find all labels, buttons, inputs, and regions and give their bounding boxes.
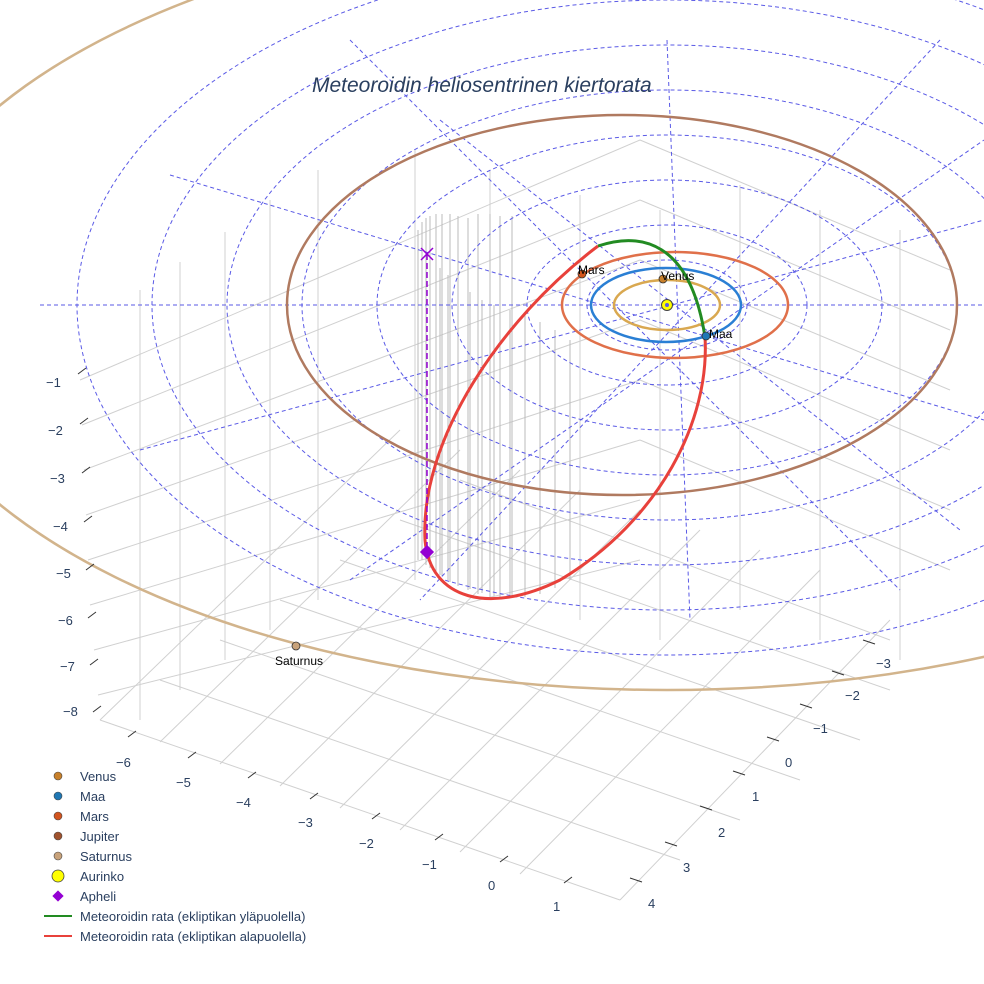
z-tick: −1: [46, 375, 61, 390]
aphelion-projection-x-icon: [420, 247, 434, 261]
apheli-diamond-icon: [52, 890, 64, 902]
mars-label: Mars: [578, 263, 605, 277]
y-tick: −1: [813, 721, 828, 736]
planet-orbits: [0, 0, 984, 692]
green-line-icon: [44, 915, 72, 917]
saturnus-dot-icon: [53, 851, 63, 861]
chart-title: Meteoroidin heliosentrinen kiertorata: [312, 74, 652, 97]
x-tick: −3: [298, 815, 313, 830]
maa-dot-icon: [53, 791, 63, 801]
x-tick: −1: [422, 857, 437, 872]
maa-label: Maa: [709, 327, 733, 341]
aurinko-dot-icon: [51, 869, 65, 883]
jupiter-orbit: [285, 113, 959, 497]
x-tick: −2: [359, 836, 374, 851]
saturnus-orbit: [0, 0, 984, 692]
y-tick: −2: [845, 688, 860, 703]
y-tick: 1: [752, 789, 760, 804]
z-tick: −7: [60, 659, 75, 674]
venus-dot-icon: [53, 771, 63, 781]
meteoroid-drop-lines: [417, 214, 571, 598]
legend-item-apheli[interactable]: Apheli: [36, 886, 306, 906]
z-tick: −8: [63, 704, 78, 719]
legend-item-maa[interactable]: Maa: [36, 786, 306, 806]
venus-label: Venus: [661, 269, 695, 283]
legend-item-orbit-below[interactable]: Meteoroidin rata (ekliptikan alapuolella…: [36, 926, 306, 946]
x-tick: 0: [488, 878, 496, 893]
z-tick: −4: [53, 519, 68, 534]
mars-orbit: [560, 250, 790, 360]
y-tick: −3: [876, 656, 891, 671]
z-tick: −2: [48, 423, 63, 438]
y-tick: 3: [683, 860, 691, 875]
mars-marker: [577, 269, 587, 279]
z-tick: −6: [58, 613, 73, 628]
legend-item-orbit-above[interactable]: Meteoroidin rata (ekliptikan yläpuolella…: [36, 906, 306, 926]
legend-item-saturnus[interactable]: Saturnus: [36, 846, 306, 866]
maa-orbit: [589, 266, 743, 344]
y-tick: 0: [785, 755, 793, 770]
legend-item-mars[interactable]: Mars: [36, 806, 306, 826]
meteoroid-orbit-above: [597, 239, 707, 338]
legend-item-aurinko[interactable]: Aurinko: [36, 866, 306, 886]
axis-grid: [79, 139, 951, 901]
venus-marker: [658, 274, 668, 284]
saturnus-label: Saturnus: [275, 654, 324, 668]
z-tick: −3: [50, 471, 65, 486]
tick-marks: [77, 367, 876, 884]
z-tick: −5: [56, 566, 71, 581]
mars-dot-icon: [53, 811, 63, 821]
x-tick: −6: [116, 755, 131, 770]
x-tick: 1: [553, 899, 561, 914]
ecliptic-polar-grid: [40, 0, 984, 656]
y-tick: 4: [648, 896, 656, 911]
maa-marker: [701, 331, 711, 341]
x-tick: −4: [236, 795, 251, 810]
x-tick: −5: [176, 775, 191, 790]
meteoroid-orbit-below: [423, 244, 707, 601]
legend-item-jupiter[interactable]: Jupiter: [36, 826, 306, 846]
aphelion-diamond-icon: [419, 544, 435, 560]
saturnus-marker: [291, 641, 301, 651]
red-line-icon: [44, 935, 72, 937]
legend-item-venus[interactable]: Venus: [36, 766, 306, 786]
y-tick: 2: [718, 825, 726, 840]
jupiter-dot-icon: [53, 831, 63, 841]
legend: Venus Maa Mars Jupiter Saturnus Aurinko …: [36, 766, 306, 946]
